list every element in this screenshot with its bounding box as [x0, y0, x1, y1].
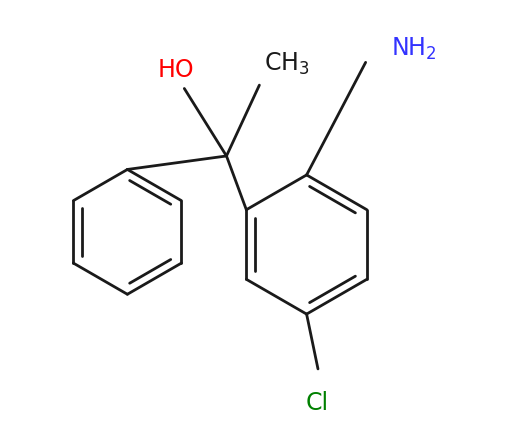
Text: CH$_3$: CH$_3$: [264, 51, 310, 77]
Text: Cl: Cl: [306, 390, 329, 415]
Text: HO: HO: [158, 58, 194, 82]
Text: NH$_2$: NH$_2$: [391, 35, 437, 61]
